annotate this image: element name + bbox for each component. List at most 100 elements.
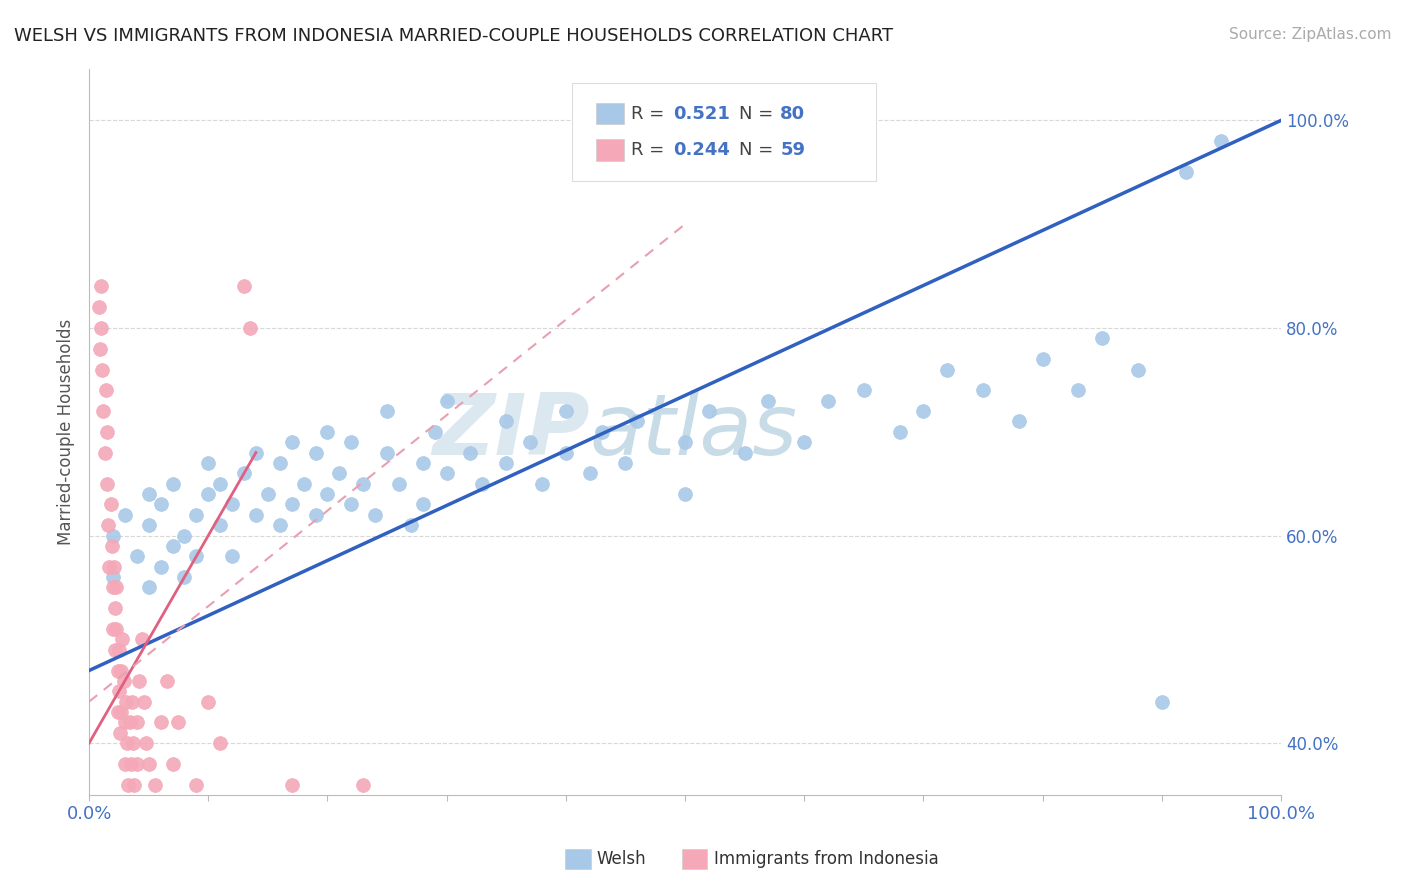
Text: ZIP: ZIP [432, 391, 589, 474]
Point [107, 705, 129, 719]
Point [852, 384, 875, 398]
Text: Source: ZipAtlas.com: Source: ZipAtlas.com [1229, 27, 1392, 42]
Point [1211, 134, 1233, 148]
Point [108, 642, 131, 657]
Point [423, 425, 446, 439]
Point [87, 300, 110, 314]
Point [124, 778, 146, 792]
Point [108, 726, 131, 740]
Point [101, 622, 124, 636]
Text: 0.244: 0.244 [673, 141, 730, 159]
Point [1067, 384, 1090, 398]
Point [138, 581, 160, 595]
Point [143, 778, 166, 792]
Point [1150, 695, 1173, 709]
Point [125, 549, 148, 564]
Point [138, 518, 160, 533]
Point [138, 487, 160, 501]
Point [328, 467, 350, 481]
Point [115, 695, 138, 709]
Point [257, 487, 280, 501]
Point [280, 498, 302, 512]
Text: 59: 59 [780, 141, 806, 159]
Point [388, 476, 411, 491]
Point [167, 715, 190, 730]
Text: Immigrants from Indonesia: Immigrants from Indonesia [714, 850, 939, 868]
Y-axis label: Married-couple Households: Married-couple Households [58, 318, 75, 545]
Text: N =: N = [738, 141, 779, 159]
Point [121, 695, 143, 709]
Point [292, 476, 315, 491]
Point [495, 456, 517, 470]
Point [125, 756, 148, 771]
Point [104, 601, 127, 615]
Point [471, 476, 494, 491]
Point [197, 695, 219, 709]
Point [101, 581, 124, 595]
Point [104, 642, 127, 657]
Point [138, 756, 160, 771]
Point [114, 756, 136, 771]
Point [100, 498, 122, 512]
Point [101, 528, 124, 542]
Point [173, 528, 195, 542]
Point [375, 404, 398, 418]
Point [221, 549, 243, 564]
Point [91, 362, 114, 376]
Point [110, 705, 132, 719]
Point [90, 279, 112, 293]
Point [114, 715, 136, 730]
Point [186, 508, 208, 522]
Text: atlas: atlas [589, 391, 797, 474]
Point [352, 476, 374, 491]
Point [89, 342, 111, 356]
Point [1174, 165, 1197, 179]
Point [110, 664, 132, 678]
Point [412, 456, 434, 470]
FancyBboxPatch shape [572, 83, 876, 181]
Point [578, 467, 600, 481]
Point [673, 487, 696, 501]
Point [436, 467, 458, 481]
Point [269, 518, 291, 533]
Point [117, 778, 139, 792]
Point [111, 632, 134, 647]
Point [128, 673, 150, 688]
Point [758, 393, 780, 408]
Point [100, 539, 122, 553]
Point [209, 736, 232, 750]
Point [912, 404, 935, 418]
Point [155, 673, 177, 688]
Point [460, 445, 482, 459]
Point [1091, 331, 1114, 345]
Point [245, 508, 267, 522]
Point [93, 445, 115, 459]
Point [221, 498, 243, 512]
Point [132, 695, 155, 709]
Point [173, 570, 195, 584]
Text: N =: N = [738, 104, 779, 122]
Point [105, 622, 128, 636]
Point [280, 778, 302, 792]
Point [697, 404, 720, 418]
Point [162, 539, 184, 553]
Point [209, 518, 232, 533]
Point [591, 425, 613, 439]
Point [972, 384, 994, 398]
Point [149, 559, 172, 574]
Point [98, 559, 121, 574]
Point [90, 321, 112, 335]
Point [626, 414, 648, 428]
Point [436, 393, 458, 408]
Point [233, 467, 256, 481]
Point [209, 476, 232, 491]
Point [519, 435, 541, 450]
Point [162, 476, 184, 491]
Point [101, 570, 124, 584]
Point [364, 508, 387, 522]
Point [120, 756, 142, 771]
Point [280, 435, 302, 450]
Text: Welsh: Welsh [596, 850, 645, 868]
Text: R =: R = [631, 104, 671, 122]
Point [340, 498, 363, 512]
